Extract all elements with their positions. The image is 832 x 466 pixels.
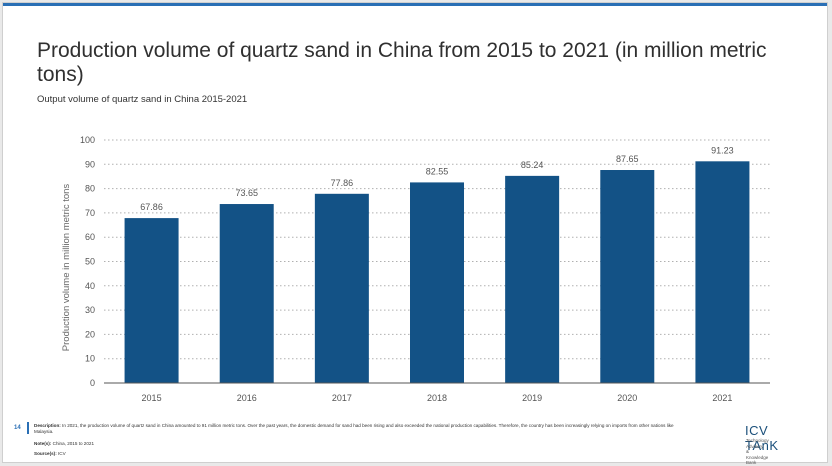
bar-2017: [314, 193, 369, 383]
source-text: ICV: [58, 451, 66, 456]
top-accent-rule: [3, 3, 827, 6]
y-tick-label: 20: [85, 329, 95, 339]
logo-tagline-line-2: & Knowledge Bank: [746, 449, 769, 465]
page-title: Production volume of quartz sand in Chin…: [37, 39, 767, 86]
data-label-2019: 85.24: [521, 160, 544, 170]
bar-2016: [219, 204, 274, 383]
data-labels: 67.86 73.65 77.86 82.55 85.24 87.65 91.23: [140, 145, 733, 212]
x-tick-label-2019: 2019: [522, 393, 542, 403]
description-text: In 2021, the production volume of quartz…: [34, 423, 674, 434]
y-tick-label: 90: [85, 159, 95, 169]
page-subtitle: Output volume of quartz sand in China 20…: [37, 94, 248, 105]
y-tick-label: 40: [85, 281, 95, 291]
notes-text: China, 2015 to 2021: [52, 441, 95, 446]
y-tick-label: 100: [80, 135, 95, 145]
x-tick-label-2020: 2020: [617, 393, 637, 403]
y-tick-label: 70: [85, 208, 95, 218]
x-axis-ticks: 2015 2016 2017 2018 2019 2020 2021: [142, 393, 733, 403]
footer-notes: Note(s): China, 2015 to 2021: [34, 441, 684, 447]
data-label-2017: 77.86: [331, 178, 354, 188]
data-label-2015: 67.86: [140, 202, 163, 212]
footer-source: Source(s): ICV: [34, 451, 684, 457]
y-tick-label: 30: [85, 305, 95, 315]
y-tick-label: 80: [85, 184, 95, 194]
y-tick-label: 10: [85, 354, 95, 364]
logo: ICV TAnK: [745, 423, 779, 453]
data-label-2021: 91.23: [711, 145, 734, 155]
bar-2021: [695, 161, 750, 383]
y-tick-label: 60: [85, 232, 95, 242]
x-tick-label-2015: 2015: [142, 393, 162, 403]
bars: [124, 161, 750, 383]
y-tick-label: 50: [85, 257, 95, 267]
bar-2019: [505, 175, 560, 383]
y-tick-label: 0: [90, 378, 95, 388]
description-label: Description:: [34, 423, 61, 428]
logo-tagline-line-1: Technology Advisory: [746, 438, 769, 449]
data-label-2016: 73.65: [235, 188, 258, 198]
x-tick-label-2021: 2021: [712, 393, 732, 403]
y-axis-ticks: 0 10 20 30 40 50 60 70 80 90 100: [80, 135, 95, 388]
data-label-2018: 82.55: [426, 166, 449, 176]
logo-tagline: Technology Advisory & Knowledge Bank: [746, 438, 769, 466]
page-number: 14: [14, 425, 21, 431]
x-tick-label-2016: 2016: [237, 393, 257, 403]
source-label: Source(s):: [34, 451, 57, 456]
bar-2015: [124, 218, 179, 383]
footer-description: Description: In 2021, the production vol…: [34, 423, 684, 434]
bar-2020: [600, 170, 655, 383]
notes-label: Note(s):: [34, 441, 52, 446]
footer-accent-bar: [27, 422, 29, 434]
x-tick-label-2018: 2018: [427, 393, 447, 403]
x-tick-label-2017: 2017: [332, 393, 352, 403]
bar-2018: [410, 182, 464, 383]
data-label-2020: 87.65: [616, 154, 639, 164]
y-axis-label: Production volume in million metric tons: [61, 184, 72, 352]
